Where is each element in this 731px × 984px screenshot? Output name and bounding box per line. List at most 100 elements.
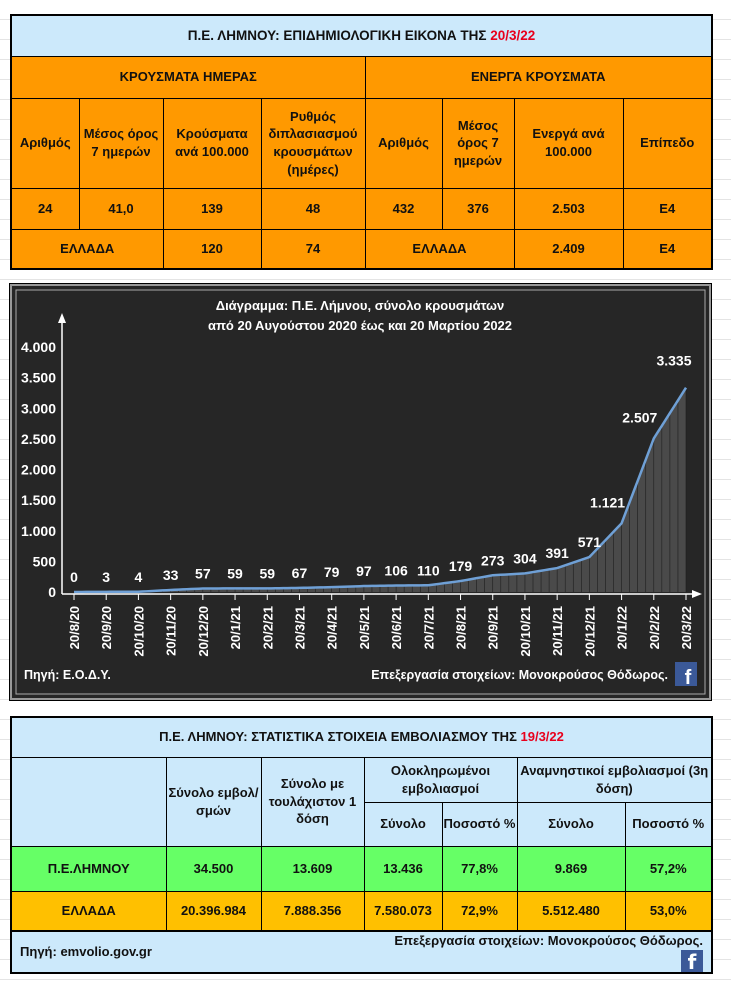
x-tick-label: 20/12/20 <box>196 606 211 657</box>
header-cell: Ποσοστό % <box>441 801 518 847</box>
vacc-title: Π.Ε. ΛΗΜΝΟΥ: ΣΤΑΤΙΣΤΙΚΑ ΣΤΟΙΧΕΙΑ ΕΜΒΟΛΙΑ… <box>10 716 713 758</box>
x-tick-label: 20/6/21 <box>389 606 404 649</box>
y-tick-label: 3.500 <box>21 370 56 386</box>
table-row: ΕΛΛΑΔΑ 20.396.984 7.888.356 7.580.073 72… <box>10 890 713 932</box>
header-cell: Αριθμός <box>364 97 443 189</box>
value-cell: 48 <box>260 187 366 230</box>
footer-row: Πηγή: emvolio.gov.gr Επεξεργασία στοιχεί… <box>11 930 712 974</box>
value-cell: 77,8% <box>441 845 518 892</box>
data-label: 1.121 <box>590 494 625 510</box>
data-label: 59 <box>259 565 275 581</box>
data-label: 106 <box>384 563 408 579</box>
header-cell: Σύνολο εμβολ/σμών <box>165 756 262 847</box>
data-label: 0 <box>70 569 78 585</box>
row-label: Π.Ε.ΛΗΜΝΟΥ <box>10 845 167 892</box>
value-cell: 120 <box>162 228 262 270</box>
chart-title: Διάγραμμα: Π.Ε. Λήμνου, σύνολο κρουσμάτω… <box>216 298 505 313</box>
data-label: 3.335 <box>656 353 691 369</box>
chart-inner-border <box>15 289 706 695</box>
x-tick-label: 20/7/21 <box>421 606 436 649</box>
y-tick-label: 2.500 <box>21 431 56 447</box>
value-cell: 9.869 <box>516 845 626 892</box>
value-cell: 2.409 <box>513 228 624 270</box>
value-cell: 13.609 <box>260 845 365 892</box>
value-cell: 24 <box>10 187 80 230</box>
x-tick-label: 20/2/22 <box>647 606 662 649</box>
table-row: 24 41,0 139 48 432 376 2.503 E4 <box>10 187 713 230</box>
data-label: 273 <box>481 552 505 568</box>
section-daily: ΚΡΟΥΣΜΑΤΑ ΗΜΕΡΑΣ <box>10 55 366 99</box>
value-cell: 7.888.356 <box>260 890 365 932</box>
section-active: ΕΝΕΡΓΑ ΚΡΟΥΣΜΑΤΑ <box>364 55 713 99</box>
epi-date: 20/3/22 <box>490 27 536 43</box>
facebook-icon[interactable] <box>675 662 697 686</box>
value-cell: 57,2% <box>624 845 713 892</box>
cumulative-cases-chart: Διάγραμμα: Π.Ε. Λήμνου, σύνολο κρουσμάτω… <box>9 283 712 701</box>
value-cell: 34.500 <box>165 845 262 892</box>
data-label: 3 <box>102 569 110 585</box>
x-tick-label: 20/8/20 <box>67 606 82 649</box>
empty-header <box>10 756 167 847</box>
data-label: 97 <box>356 563 372 579</box>
value-cell: 72,9% <box>441 890 518 932</box>
vaccination-table: Π.Ε. ΛΗΜΝΟΥ: ΣΤΑΤΙΣΤΙΚΑ ΣΤΟΙΧΕΙΑ ΕΜΒΟΛΙΑ… <box>10 716 713 974</box>
x-tick-label: 20/10/21 <box>518 606 533 657</box>
value-cell: 5.512.480 <box>516 890 626 932</box>
header-cell: Ενεργά ανά 100.000 <box>513 97 624 189</box>
data-label: 4 <box>135 569 143 585</box>
data-label: 67 <box>292 565 308 581</box>
data-label: 59 <box>227 565 243 581</box>
x-tick-label: 20/11/20 <box>164 606 179 656</box>
header-cell: Σύνολο με τουλάχιστον 1 δόση <box>260 756 365 847</box>
y-tick-label: 0 <box>48 584 56 600</box>
y-tick-label: 2.000 <box>21 462 56 478</box>
greece-label: ΕΛΛΑΔΑ <box>364 228 515 270</box>
value-cell: 2.503 <box>513 187 624 230</box>
header-cell: Μέσος όρος 7 ημερών <box>78 97 164 189</box>
data-label: 110 <box>417 562 440 578</box>
data-label: 33 <box>163 567 179 583</box>
x-tick-label: 20/3/22 <box>679 606 694 649</box>
data-label: 391 <box>545 545 569 561</box>
header-cell: Μέσος όρος 7 ημερών <box>441 97 515 189</box>
value-cell: 376 <box>441 187 515 230</box>
value-cell: 13.436 <box>363 845 443 892</box>
y-tick-label: 1.500 <box>21 492 56 508</box>
x-tick-label: 20/2/21 <box>260 606 275 649</box>
x-tick-label: 20/3/21 <box>292 606 307 649</box>
x-tick-label: 20/5/21 <box>357 606 372 649</box>
y-tick-label: 4.000 <box>21 339 56 355</box>
x-tick-label: 20/9/21 <box>486 606 501 649</box>
value-cell: 432 <box>364 187 443 230</box>
data-label: 304 <box>513 550 537 566</box>
x-tick-label: 20/1/21 <box>228 606 243 649</box>
value-cell: 20.396.984 <box>165 890 262 932</box>
epidemiology-table: Π.Ε. ΛΗΜΝΟΥ: ΕΠΙΔΗΜΙΟΛΟΓΙΚΗ ΕΙΚΟΝΑ ΤΗΣ 2… <box>10 14 714 270</box>
facebook-icon[interactable]: f <box>681 949 703 974</box>
data-label: 571 <box>578 534 602 550</box>
header-cell: Αναμνηστικοί εμβολιασμοί (3η δόση) <box>516 756 713 803</box>
y-tick-label: 3.000 <box>21 400 56 416</box>
greece-label: ΕΛΛΑΔΑ <box>10 228 164 270</box>
x-tick-label: 20/1/22 <box>615 606 630 649</box>
vacc-credit: Επεξεργασία στοιχείων: Μονοκρούσος Θόδωρ… <box>364 930 712 974</box>
header-cell: Σύνολο <box>363 801 443 847</box>
value-cell: 139 <box>162 187 262 230</box>
x-tick-label: 20/11/21 <box>550 606 565 656</box>
x-axis-arrow <box>692 590 702 598</box>
header-cell: Αριθμός <box>10 97 80 189</box>
greece-row: ΕΛΛΑΔΑ 120 74 ΕΛΛΑΔΑ 2.409 E4 <box>10 228 713 270</box>
data-label: 179 <box>449 558 473 574</box>
epi-title: Π.Ε. ΛΗΜΝΟΥ: ΕΠΙΔΗΜΙΟΛΟΓΙΚΗ ΕΙΚΟΝΑ ΤΗΣ 2… <box>10 14 713 57</box>
chart-credit: Επεξεργασία στοιχείων: Μονοκρούσος Θόδωρ… <box>371 668 668 682</box>
value-cell: 41,0 <box>78 187 164 230</box>
value-cell: 74 <box>260 228 366 270</box>
y-tick-label: 500 <box>33 553 57 569</box>
header-cell: Επίπεδο <box>622 97 713 189</box>
header-cell: Ολοκληρωμένοι εμβολιασμοί <box>363 756 518 803</box>
x-tick-label: 20/10/20 <box>131 606 146 657</box>
x-tick-label: 20/9/20 <box>99 606 114 649</box>
value-cell: 53,0% <box>624 890 713 932</box>
y-tick-label: 1.000 <box>21 523 56 539</box>
facebook-icon-glyph: f <box>685 667 692 689</box>
